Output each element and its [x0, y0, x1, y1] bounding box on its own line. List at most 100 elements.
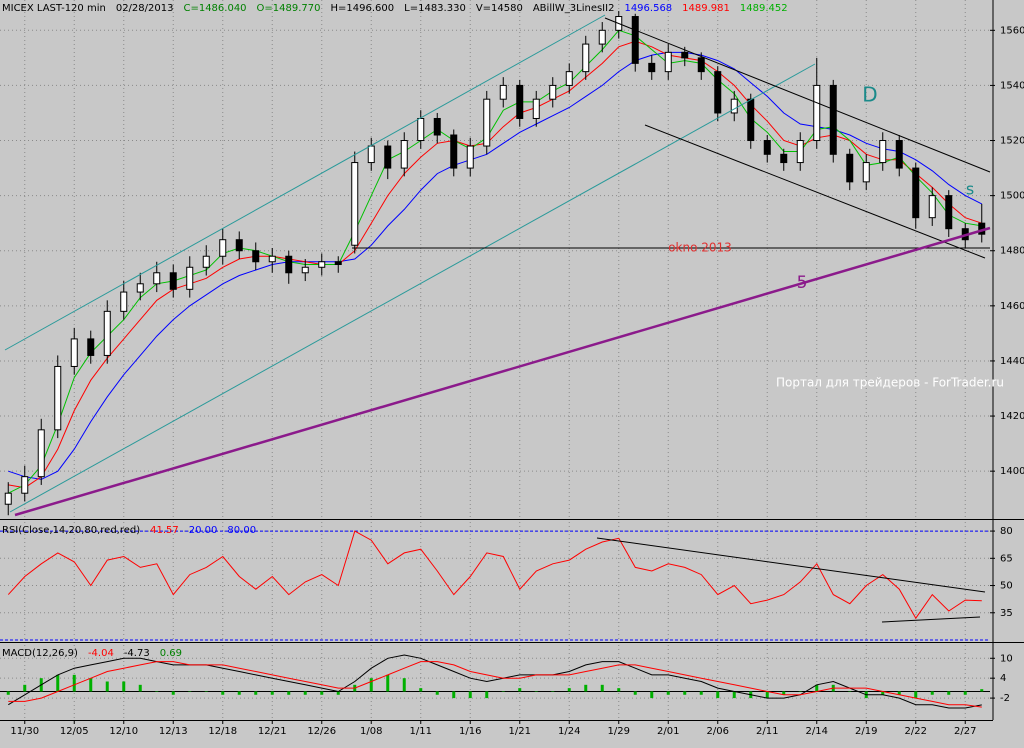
support-line: [14, 226, 991, 517]
candle-body: [252, 250, 260, 263]
candle-body: [120, 291, 128, 312]
histogram-bar: [881, 691, 885, 695]
candle-body: [285, 255, 293, 274]
annotation: 5: [797, 273, 808, 293]
candle-body: [928, 195, 936, 219]
histogram-bar: [254, 691, 258, 695]
header-item: 1496.568: [624, 3, 672, 14]
histogram-bar: [683, 691, 687, 695]
indicator-line: [8, 654, 982, 709]
header-item: ABillW_3LinesII2: [533, 3, 615, 14]
candle-body: [532, 98, 540, 119]
candle-body: [747, 98, 755, 142]
header-item: RSI(Close,14,20,80,red,red): [2, 525, 140, 536]
candle-body: [136, 283, 144, 293]
annotation: D: [862, 83, 877, 107]
histogram-bar: [567, 688, 571, 692]
y-tick-label: 1460: [1000, 301, 1024, 312]
y-tick-label: 65: [1000, 553, 1013, 564]
x-tick-label: 12/18: [208, 726, 237, 737]
y-tick-label: 1420: [1000, 411, 1024, 422]
candle-body: [598, 29, 606, 45]
histogram-bar: [171, 691, 175, 695]
histogram-bar: [287, 691, 291, 695]
histogram-bar: [518, 688, 522, 692]
candle-body: [318, 261, 326, 268]
rsi-trend-line: [596, 537, 986, 593]
x-tick-label: 12/21: [258, 726, 287, 737]
candle-body: [582, 43, 590, 73]
annotation: s: [966, 180, 974, 199]
histogram-bar: [897, 691, 901, 695]
candle-body: [483, 98, 491, 147]
histogram-bar: [452, 691, 456, 699]
histogram-bar: [534, 691, 538, 692]
histogram-bar: [303, 691, 307, 695]
histogram-bar: [600, 684, 604, 692]
histogram-bar: [930, 691, 934, 695]
candle-body: [417, 117, 425, 142]
candle-body: [631, 16, 639, 64]
x-tick-label: 2/19: [855, 726, 877, 737]
header-item: C=1486.040: [183, 3, 246, 14]
candle-body: [565, 71, 573, 86]
candle-body: [37, 429, 45, 478]
candle-body: [664, 51, 672, 73]
y-tick-label: -2: [1000, 693, 1010, 704]
y-tick-label: 1480: [1000, 246, 1024, 257]
y-tick-label: 1440: [1000, 356, 1024, 367]
x-tick-label: 1/08: [360, 726, 382, 737]
annotation: Портал для трейдеров - ForTrader.ru: [776, 376, 1004, 390]
histogram-bar: [501, 691, 505, 692]
y-tick-label: 35: [1000, 608, 1013, 619]
trend-line: [644, 124, 986, 259]
header-item: 1489.452: [740, 3, 788, 14]
candle-body: [895, 140, 903, 169]
candle-body: [367, 145, 375, 164]
histogram-bar: [914, 691, 918, 699]
histogram-bar: [435, 691, 439, 695]
y-tick-label: 50: [1000, 581, 1013, 592]
x-tick-label: 2/01: [657, 726, 679, 737]
histogram-bar: [188, 691, 192, 692]
annotation: okno 2013: [668, 241, 732, 255]
histogram-bar: [155, 691, 159, 692]
candle-body: [400, 140, 408, 169]
x-tick-label: 12/26: [307, 726, 336, 737]
header-item: 0.69: [160, 648, 182, 659]
histogram-bar: [980, 689, 984, 692]
histogram-bar: [765, 691, 769, 699]
x-tick-label: 1/21: [509, 726, 531, 737]
header-item: -4.04: [88, 648, 114, 659]
x-tick-label: 2/27: [954, 726, 976, 737]
histogram-bar: [947, 691, 951, 695]
candle-body: [87, 338, 95, 356]
rsi-trend-line: [881, 616, 981, 623]
x-tick-label: 11/30: [10, 726, 39, 737]
header-item: 1489.981: [682, 3, 730, 14]
x-tick-label: 12/10: [109, 726, 138, 737]
header-item: 20.00: [189, 525, 218, 536]
x-tick-label: 2/22: [905, 726, 927, 737]
candle-body: [70, 338, 78, 367]
candle-body: [796, 140, 804, 164]
x-tick-label: 2/14: [806, 726, 828, 737]
candle-body: [780, 153, 788, 164]
channel-line: [4, 14, 606, 351]
histogram-bar: [122, 681, 126, 692]
candle-body: [153, 272, 161, 285]
histogram-bar: [782, 691, 786, 695]
y-tick-label: 80: [1000, 526, 1013, 537]
histogram-bar: [551, 691, 555, 692]
histogram-bar: [584, 684, 588, 692]
header-item: -4.73: [124, 648, 150, 659]
candle-body: [169, 272, 177, 290]
histogram-bar: [732, 691, 736, 699]
x-tick-label: 1/29: [608, 726, 630, 737]
candle-body: [499, 84, 507, 100]
y-tick-label: 4: [1000, 673, 1006, 684]
candle-body: [301, 266, 309, 274]
histogram-bar: [56, 674, 60, 692]
x-tick-label: 2/11: [756, 726, 778, 737]
